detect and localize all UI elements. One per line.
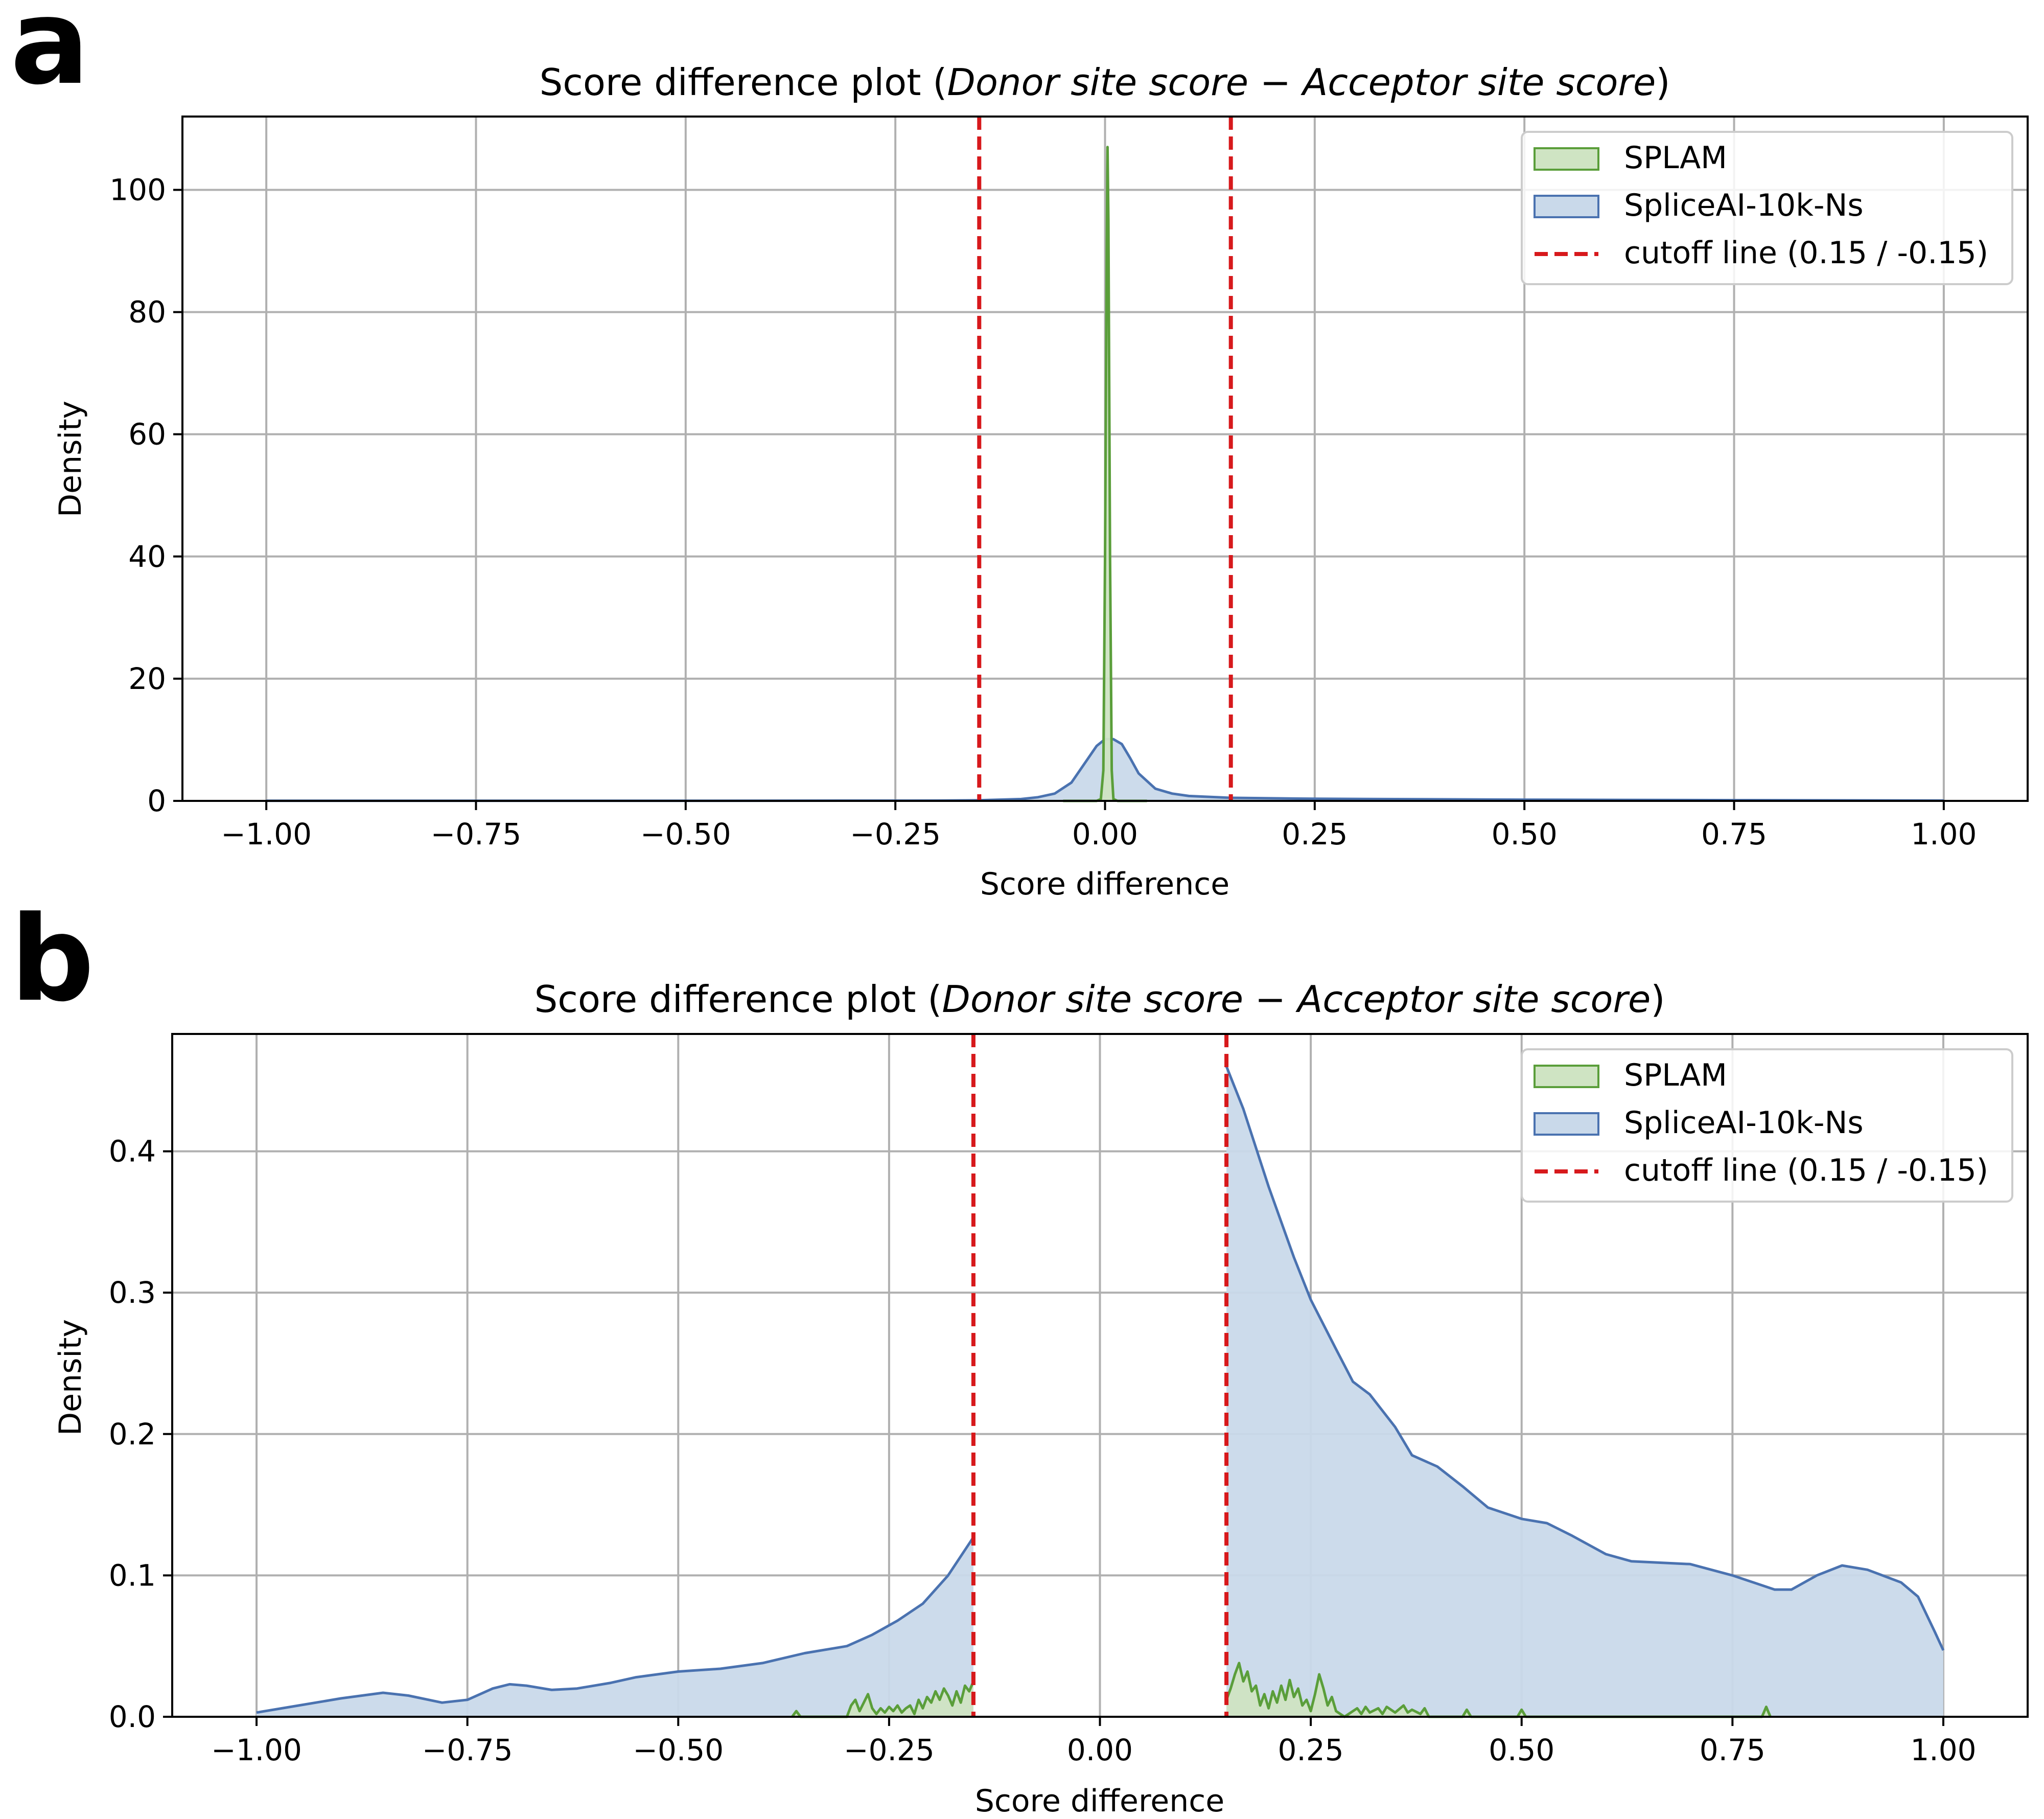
b-spliceai-area <box>257 1537 973 1717</box>
b-splam-area <box>1226 1663 1771 1717</box>
a-y-tick-label: 100 <box>109 172 166 207</box>
a-spliceai-line <box>266 738 1944 802</box>
panel-a-legend-label-cutoff: cutoff line (0.15 / -0.15) <box>1624 235 1988 271</box>
b-spliceai-area <box>1226 1066 1943 1717</box>
a-x-tick-label: −1.00 <box>221 817 312 851</box>
a-x-tick-label: 0.25 <box>1282 817 1348 851</box>
b-y-tick-label: 0.4 <box>109 1134 156 1169</box>
panel-a-y-axis-label: Density <box>53 401 88 517</box>
a-splam-line <box>1063 146 1147 802</box>
panel-a-series <box>266 146 1944 802</box>
panel-b-title-part-4: Acceptor site score <box>1295 978 1651 1021</box>
panel-a-title-part-4: Acceptor site score <box>1300 61 1656 104</box>
panel-a-letter: a <box>10 0 89 111</box>
panel-a-legend-label-spliceai: SpliceAI-10k-Ns <box>1624 188 1864 223</box>
b-x-tick-label: 1.00 <box>1910 1733 1976 1767</box>
a-y-tick-label: 40 <box>128 539 166 574</box>
a-y-tick-label: 60 <box>128 417 166 452</box>
a-x-tick-label: −0.25 <box>850 817 941 851</box>
panel-a-x-axis-label: Score difference <box>980 866 1229 902</box>
panel-b: b Score difference plot (Donor site scor… <box>10 891 2029 1819</box>
a-y-tick-label: 80 <box>128 295 166 330</box>
b-y-tick-label: 0.3 <box>109 1275 156 1310</box>
panel-a-title-part-2: Donor site score <box>947 61 1248 104</box>
a-x-tick-label: 0.50 <box>1492 817 1558 851</box>
b-x-tick-label: −0.25 <box>844 1733 935 1767</box>
b-splam-line <box>791 1680 975 1718</box>
a-x-tick-label: −0.75 <box>431 817 522 851</box>
panel-b-cutoffs <box>971 1034 1229 1717</box>
panel-a: a Score difference plot (Donor site scor… <box>10 0 2029 902</box>
b-x-tick-label: −1.00 <box>211 1733 302 1767</box>
panel-b-title-part-2: Donor site score <box>942 978 1243 1021</box>
b-y-tick-label: 0.0 <box>109 1699 156 1734</box>
panel-b-legend-swatch-splam <box>1534 1065 1599 1088</box>
b-y-tick-label: 0.2 <box>109 1417 156 1452</box>
panel-a-cutoffs <box>977 117 1233 801</box>
b-x-tick-label: −0.75 <box>422 1733 513 1767</box>
panel-b-title-part-3: − <box>1243 978 1297 1021</box>
panel-b-legend: SPLAM SpliceAI-10k-Ns cutoff line (0.15 … <box>1521 1048 2013 1203</box>
panel-a-legend-swatch-spliceai <box>1534 195 1599 218</box>
panel-b-legend-box <box>1521 1048 2013 1203</box>
panel-a-title: Score difference plot (Donor site score … <box>540 61 1670 104</box>
panel-b-title: Score difference plot (Donor site score … <box>535 978 1665 1021</box>
panel-b-legend-label-splam: SPLAM <box>1624 1057 1727 1093</box>
panel-a-x-ticks: −1.00 −0.75 −0.50 −0.25 0.00 0.25 0.50 0.75 1.00 <box>221 801 1977 851</box>
b-splam-area <box>792 1681 973 1717</box>
panel-b-legend-label-spliceai: SpliceAI-10k-Ns <box>1624 1105 1864 1141</box>
panel-a-title-part-5: ) <box>1656 61 1670 104</box>
panel-b-y-ticks: 0.0 0.1 0.2 0.3 0.4 <box>109 1134 172 1734</box>
panel-b-title-part-1: Score difference plot ( <box>535 978 942 1021</box>
panel-b-title-part-5: ) <box>1651 978 1665 1021</box>
panel-a-title-part-1: Score difference plot ( <box>540 61 947 104</box>
panel-a-legend: SPLAM SpliceAI-10k-Ns cutoff line (0.15 … <box>1521 131 2013 285</box>
b-x-tick-label: 0.75 <box>1700 1733 1766 1767</box>
panel-b-legend-label-cutoff: cutoff line (0.15 / -0.15) <box>1624 1153 1988 1188</box>
a-y-tick-label: 20 <box>128 661 166 696</box>
b-spliceai-line <box>256 1536 974 1714</box>
a-x-tick-label: 1.00 <box>1911 817 1977 851</box>
a-x-tick-label: −0.50 <box>640 817 731 851</box>
b-y-tick-label: 0.1 <box>109 1558 156 1593</box>
panel-a-legend-swatch-splam <box>1534 147 1599 171</box>
a-x-tick-label: 0.75 <box>1701 817 1767 851</box>
b-x-tick-label: −0.50 <box>633 1733 724 1767</box>
panel-a-title-part-3: − <box>1248 61 1303 104</box>
b-x-tick-label: 0.50 <box>1489 1733 1554 1767</box>
a-y-tick-label: 0 <box>147 784 166 818</box>
b-x-tick-label: 0.25 <box>1278 1733 1344 1767</box>
panel-a-y-ticks: 0 20 40 60 80 100 <box>109 172 182 818</box>
panel-b-legend-swatch-spliceai <box>1534 1112 1599 1136</box>
panel-b-x-ticks: −1.00 −0.75 −0.50 −0.25 0.00 0.25 0.50 0.75 1.00 <box>211 1717 1977 1767</box>
panel-b-letter: b <box>10 891 95 1028</box>
b-x-tick-label: 0.00 <box>1067 1733 1133 1767</box>
panel-a-legend-box <box>1521 131 2013 285</box>
a-x-tick-label: 0.00 <box>1072 817 1138 851</box>
b-spliceai-line <box>1225 1066 1945 1651</box>
panel-b-x-axis-label: Score difference <box>975 1783 1224 1819</box>
panel-a-legend-label-splam: SPLAM <box>1624 140 1727 176</box>
panel-b-y-axis-label: Density <box>53 1319 88 1436</box>
